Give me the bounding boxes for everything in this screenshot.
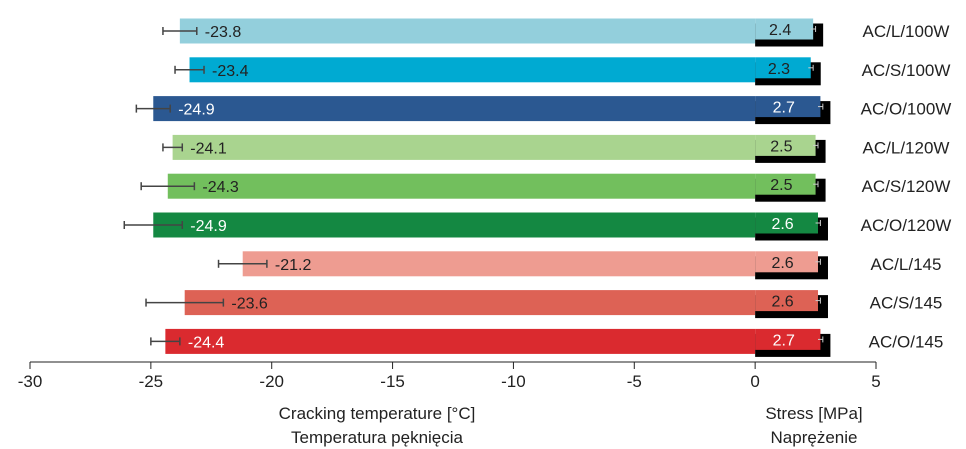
- stress-value-label: 2.6: [771, 255, 793, 272]
- stress-value-label: 2.4: [769, 22, 791, 39]
- bars-layer: -23.8 2.4 AC/L/100W -23.4 2.3 AC/S/100W -24.9 2…: [123, 18, 952, 357]
- temperature-value-label: -24.9: [190, 218, 227, 235]
- stress-bar: [755, 173, 816, 195]
- category-label: AC/S/100W: [862, 61, 951, 80]
- category-label: AC/L/145: [871, 255, 942, 274]
- stress-bar: [755, 328, 821, 350]
- x-axis-tick-label: 0: [750, 372, 759, 391]
- x-axis-label-right-line1: Stress [MPa]: [765, 404, 862, 423]
- category-label: AC/S/145: [870, 294, 943, 313]
- stress-bar: [755, 96, 821, 118]
- x-axis-tick-label: -10: [501, 372, 526, 391]
- stress-bar: [755, 134, 816, 156]
- stress-value-label: 2.6: [771, 294, 793, 311]
- temperature-bar: [153, 212, 756, 238]
- category-label: AC/L/120W: [863, 138, 950, 157]
- x-axis-tick-label: -5: [627, 372, 642, 391]
- x-axis-label-right-line2: Naprężenie: [771, 428, 858, 447]
- temperature-value-label: -24.1: [190, 140, 227, 157]
- temperature-bar: [165, 328, 756, 354]
- temperature-bar: [179, 18, 756, 44]
- x-axis-label-left-line1: Cracking temperature [°C]: [279, 404, 476, 423]
- temperature-bar: [172, 134, 756, 160]
- category-label: AC/L/100W: [863, 22, 950, 41]
- temperature-bar: [184, 290, 756, 316]
- temperature-bar: [167, 173, 756, 199]
- stress-value-label: 2.6: [771, 216, 793, 233]
- temperature-bar: [189, 57, 756, 83]
- temperature-value-label: -23.8: [205, 24, 242, 41]
- temperature-bar: [242, 251, 756, 277]
- stress-bar: [755, 18, 814, 40]
- stress-value-label: 2.3: [768, 61, 790, 78]
- x-axis-tick-label: -30: [18, 372, 43, 391]
- stress-bar: [755, 212, 818, 234]
- temperature-bar: [153, 96, 756, 122]
- x-axis-tick-label: -25: [139, 372, 164, 391]
- temperature-value-label: -24.3: [202, 179, 239, 196]
- axis-labels: Cracking temperature [°C] Temperatura pę…: [279, 404, 863, 447]
- category-label: AC/O/145: [869, 332, 944, 351]
- stress-bar: [755, 290, 818, 312]
- temperature-value-label: -24.4: [188, 334, 225, 351]
- category-label: AC/O/120W: [861, 216, 952, 235]
- temperature-value-label: -24.9: [178, 102, 215, 119]
- x-axis-tick-label: -20: [259, 372, 284, 391]
- x-axis-tick-label: -15: [380, 372, 405, 391]
- temperature-value-label: -21.2: [275, 257, 312, 274]
- stress-bar: [755, 251, 818, 273]
- stress-value-label: 2.5: [770, 138, 792, 155]
- stress-value-label: 2.7: [773, 332, 795, 349]
- temperature-value-label: -23.6: [231, 296, 268, 313]
- stress-value-label: 2.7: [773, 100, 795, 117]
- category-label: AC/S/120W: [862, 177, 951, 196]
- stress-value-label: 2.5: [770, 177, 792, 194]
- x-axis: -30 -25 -20 -15 -10 -5 0 5: [18, 361, 881, 391]
- x-axis-label-left-line2: Temperatura pęknięcia: [291, 428, 464, 447]
- x-axis-tick-label: 5: [871, 372, 880, 391]
- temperature-value-label: -23.4: [212, 63, 249, 80]
- stress-bar: [755, 57, 811, 79]
- category-label: AC/O/100W: [861, 100, 952, 119]
